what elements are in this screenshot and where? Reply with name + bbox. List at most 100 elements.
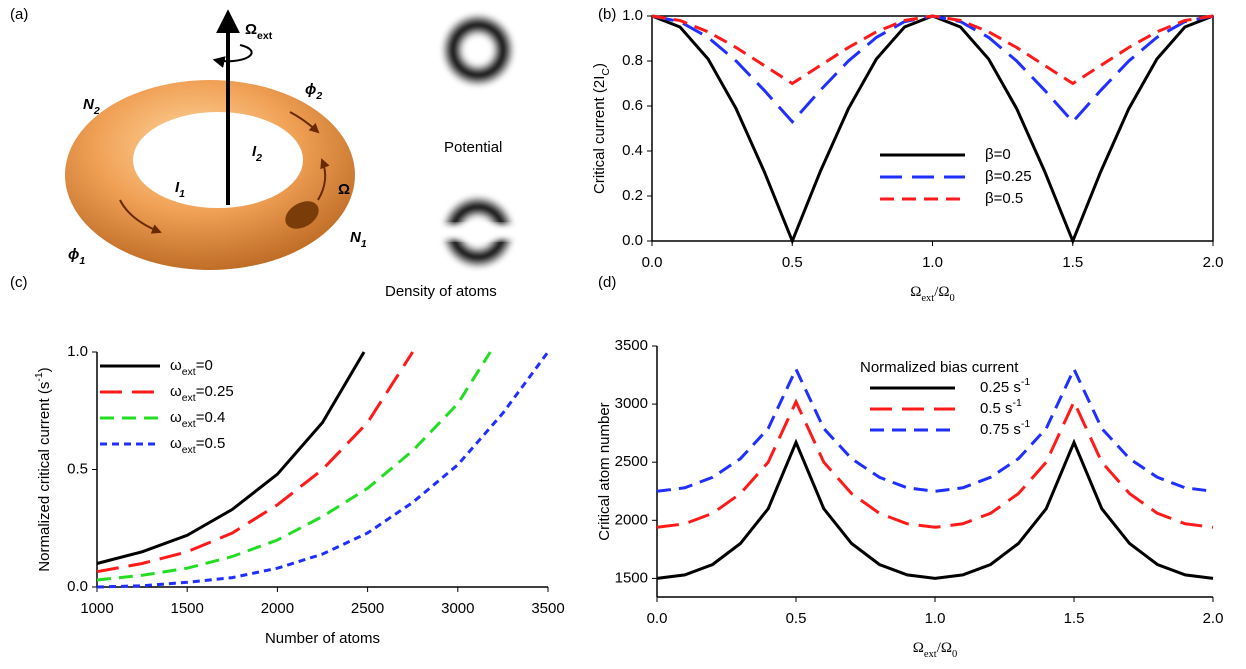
legend-label: β=0.5 xyxy=(985,190,1023,207)
rotation-arrow xyxy=(212,44,253,68)
text-part: Density of atoms xyxy=(385,283,497,300)
y-tick-label: 0.5 xyxy=(67,460,88,477)
legend-label: 0.25 s-1 xyxy=(980,376,1030,396)
text-part: ω xyxy=(170,409,182,426)
text-part: =0.5 xyxy=(196,435,226,452)
text-part: 2 xyxy=(255,152,262,164)
x-tick-label: 0.0 xyxy=(647,610,668,627)
text-part: Number of atoms xyxy=(265,630,380,647)
x-tick-label: 1500 xyxy=(171,600,204,617)
diagram-label: N1 xyxy=(350,229,367,250)
text-part: 0.25 s xyxy=(980,379,1021,396)
text-part: /Ω xyxy=(937,640,952,656)
text-part: Ω xyxy=(245,21,257,38)
text-part: ϕ xyxy=(305,81,316,98)
x-tick-label: 0.0 xyxy=(642,254,663,271)
torus-hole xyxy=(133,112,303,208)
text-part: Potential xyxy=(444,139,502,156)
x-tick-label: 0.5 xyxy=(786,610,807,627)
plot-frame xyxy=(651,15,1214,242)
x-tick-label: 1.5 xyxy=(1064,610,1085,627)
text-part: β=0 xyxy=(985,146,1011,163)
legend-label: 0.75 s-1 xyxy=(980,418,1030,438)
x-axis-label: Number of atoms xyxy=(265,630,380,647)
y-tick-label: 0.8 xyxy=(622,52,643,69)
text-part: ext xyxy=(182,392,196,404)
x-tick-label: 2000 xyxy=(261,600,294,617)
text-part: =0.4 xyxy=(196,409,226,426)
x-tick-label: 3500 xyxy=(531,600,564,617)
y-tick-label: 0.6 xyxy=(622,97,643,114)
text-part: ext xyxy=(182,418,196,430)
diagram-label: N2 xyxy=(83,96,100,117)
x-axis-label: Ωext/Ω0 xyxy=(910,284,955,303)
x-tick-label: 1.5 xyxy=(1062,254,1083,271)
series-line xyxy=(96,351,550,589)
series-line xyxy=(96,351,492,582)
text-part: 1 xyxy=(179,188,185,200)
y-tick-label: 2500 xyxy=(615,453,648,470)
y-tick-label: 3500 xyxy=(615,337,648,354)
text-part: ω xyxy=(170,357,182,374)
legend-label: β=0 xyxy=(985,146,1011,163)
y-tick-label: 0.0 xyxy=(622,232,643,249)
text-part: ) xyxy=(36,367,53,372)
text-part: ω xyxy=(170,435,182,452)
text-part: C xyxy=(600,68,612,76)
x-tick-label: 1000 xyxy=(80,600,113,617)
text-part: ) xyxy=(591,63,608,68)
y-axis-label: Normalized critical current (s-1) xyxy=(33,367,53,571)
text-part: ext xyxy=(182,444,196,456)
diagram-label: Ω xyxy=(338,181,350,198)
x-tick-label: 3000 xyxy=(441,600,474,617)
legend-label: β=0.25 xyxy=(985,168,1032,185)
y-tick-label: 0.2 xyxy=(622,187,643,204)
x-tick-label: 1.0 xyxy=(922,254,943,271)
barrier xyxy=(285,201,319,229)
y-tick-label: 3000 xyxy=(615,395,648,412)
diagram-label: Density of atoms xyxy=(385,283,497,300)
text-part: β=0.25 xyxy=(985,168,1032,185)
text-part: 0 xyxy=(950,293,955,304)
potential-image xyxy=(442,14,514,86)
text-part: 0.5 s xyxy=(980,400,1013,417)
text-part: 1 xyxy=(79,255,85,267)
text-part: N xyxy=(350,229,362,246)
series-line xyxy=(96,351,366,565)
text-part: /Ω xyxy=(934,284,949,300)
text-part: -1 xyxy=(1013,397,1022,409)
diagram-label: ϕ2 xyxy=(305,81,322,102)
flow-arrow xyxy=(317,158,330,201)
text-part: β=0.5 xyxy=(985,190,1023,207)
text-part: -1 xyxy=(33,372,45,381)
legend-label: 0.5 s-1 xyxy=(980,397,1022,417)
y-tick-label: 0.4 xyxy=(622,142,643,159)
series-line xyxy=(651,14,1214,86)
legend-label: ωext=0.5 xyxy=(170,435,225,456)
legend-label: ωext=0.25 xyxy=(170,383,234,404)
text-part: Ω xyxy=(338,181,350,198)
text-part: 0.75 s xyxy=(980,421,1021,438)
y-tick-label: 1.0 xyxy=(622,7,643,24)
y-axis-label: Critical current (2IC) xyxy=(591,63,612,194)
y-tick-label: 1500 xyxy=(615,569,648,586)
text-part: Critical current (2I xyxy=(591,76,608,194)
legend-title: Normalized bias current xyxy=(860,359,1019,376)
text-part: I xyxy=(175,179,180,196)
x-tick-label: 2.0 xyxy=(1203,254,1224,271)
text-part: Normalized critical current (s xyxy=(36,382,53,572)
y-axis-label: Critical atom number xyxy=(596,402,613,540)
text-part: ext xyxy=(921,293,934,304)
x-axis-label: Ωext/Ω0 xyxy=(913,640,958,659)
diagram-label: Potential xyxy=(444,139,502,156)
text-part: 2 xyxy=(315,90,322,102)
y-tick-label: 0.0 xyxy=(67,578,88,595)
y-tick-label: 2000 xyxy=(615,511,648,528)
text-part: =0.25 xyxy=(196,383,234,400)
series-line xyxy=(651,14,1214,246)
text-part: N xyxy=(83,96,95,113)
text-part: ext xyxy=(257,30,273,42)
panel-label: (c) xyxy=(10,274,28,291)
text-part: Ω xyxy=(913,640,924,656)
